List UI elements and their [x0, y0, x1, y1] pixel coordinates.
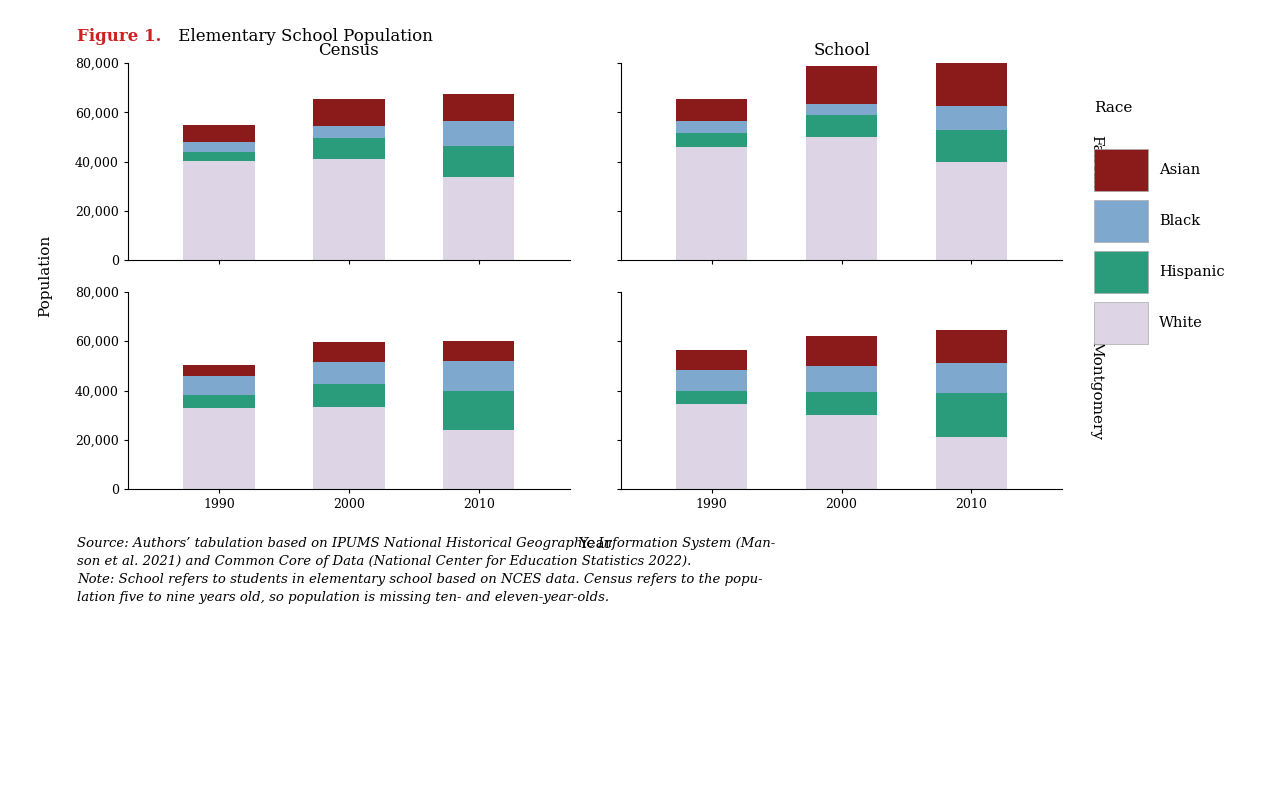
Bar: [806, 65, 877, 104]
Bar: [806, 392, 877, 415]
Bar: [806, 366, 877, 392]
Bar: [676, 121, 748, 133]
Bar: [183, 395, 255, 408]
Bar: [676, 350, 748, 369]
Text: Montgomery: Montgomery: [1089, 341, 1103, 440]
Bar: [314, 138, 384, 159]
Bar: [936, 107, 1007, 129]
Text: Year: Year: [579, 537, 612, 552]
Text: Population: Population: [38, 235, 51, 317]
Bar: [314, 99, 384, 126]
Text: Race: Race: [1094, 101, 1133, 114]
Bar: [314, 406, 384, 489]
Bar: [443, 94, 515, 121]
Bar: [1094, 200, 1148, 241]
Text: Source: Authors’ tabulation based on IPUMS National Historical Geographic Inform: Source: Authors’ tabulation based on IPU…: [77, 537, 776, 604]
Bar: [676, 391, 748, 404]
Text: Fairfax: Fairfax: [1089, 135, 1103, 189]
Text: Figure 1.: Figure 1.: [77, 28, 161, 45]
Bar: [183, 125, 255, 142]
Bar: [676, 147, 748, 260]
Bar: [443, 341, 515, 361]
Text: Elementary School Population: Elementary School Population: [173, 28, 433, 45]
Bar: [314, 159, 384, 260]
Text: Hispanic: Hispanic: [1158, 264, 1225, 279]
Bar: [676, 133, 748, 147]
Bar: [676, 99, 748, 121]
Bar: [806, 137, 877, 260]
Bar: [806, 104, 877, 115]
Bar: [806, 115, 877, 137]
Text: Black: Black: [1158, 214, 1201, 227]
Bar: [936, 59, 1007, 107]
Bar: [1094, 251, 1148, 293]
Bar: [936, 330, 1007, 364]
Bar: [183, 376, 255, 395]
Bar: [936, 393, 1007, 437]
Bar: [936, 437, 1007, 489]
Bar: [443, 121, 515, 146]
Bar: [1094, 148, 1148, 191]
Bar: [443, 391, 515, 430]
Bar: [443, 361, 515, 391]
Bar: [314, 126, 384, 138]
Bar: [443, 177, 515, 260]
Bar: [676, 404, 748, 489]
Bar: [936, 364, 1007, 393]
Bar: [936, 129, 1007, 162]
Bar: [183, 365, 255, 376]
Bar: [183, 408, 255, 489]
Bar: [314, 362, 384, 384]
Bar: [806, 336, 877, 366]
Bar: [676, 369, 748, 391]
Bar: [1094, 301, 1148, 343]
Bar: [183, 142, 255, 152]
Bar: [443, 146, 515, 177]
Bar: [443, 430, 515, 489]
Bar: [936, 162, 1007, 260]
Title: School: School: [813, 42, 870, 59]
Text: Asian: Asian: [1158, 163, 1201, 177]
Bar: [183, 151, 255, 160]
Text: White: White: [1158, 316, 1203, 330]
Bar: [183, 160, 255, 260]
Bar: [314, 342, 384, 362]
Bar: [314, 384, 384, 406]
Bar: [806, 415, 877, 489]
Title: Census: Census: [319, 42, 379, 59]
